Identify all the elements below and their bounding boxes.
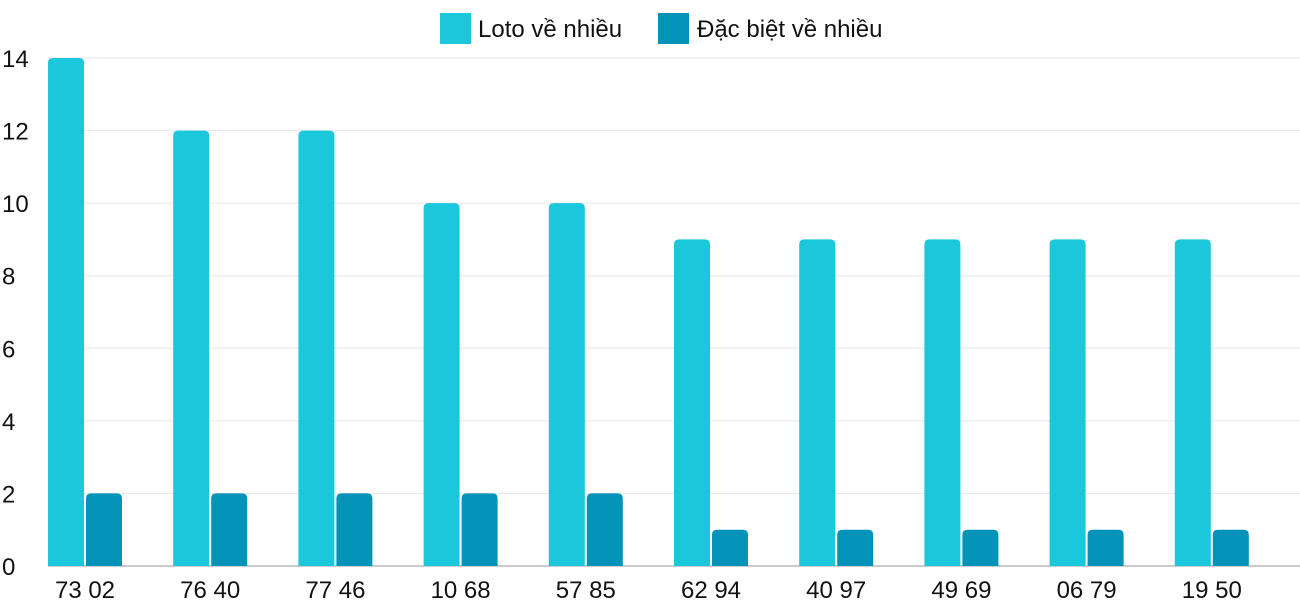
bars <box>48 58 1249 567</box>
y-tick-label: 0 <box>2 554 15 581</box>
bar-dac-biet <box>211 493 248 566</box>
bar-dac-biet <box>86 493 122 566</box>
y-tick-label: 8 <box>2 264 15 291</box>
bar-dac-biet <box>461 493 498 566</box>
legend-label: Loto về nhiều <box>478 16 622 43</box>
bar-dac-biet <box>336 493 373 566</box>
bar-dac-biet <box>1087 529 1124 566</box>
bar-dac-biet <box>837 529 874 566</box>
x-tick-label: 40 97 <box>806 577 866 600</box>
bar-loto <box>423 203 460 566</box>
y-axis-ticks: 0 2 4 6 8 10 12 14 <box>2 46 29 581</box>
bar-loto <box>1174 239 1211 566</box>
bar-dac-biet <box>962 529 999 566</box>
legend-swatch <box>658 13 689 44</box>
bar-loto <box>924 239 961 566</box>
legend-item-loto[interactable]: Loto về nhiều <box>440 13 622 44</box>
x-axis-ticks: 73 02 76 40 77 46 10 68 57 85 62 94 40 97 49 69… <box>55 577 1242 600</box>
legend-label: Đặc biệt về nhiều <box>697 16 882 43</box>
bar-loto <box>548 203 585 566</box>
x-tick-label: 49 69 <box>931 577 991 600</box>
legend-swatch <box>440 13 471 44</box>
legend: Loto về nhiều Đặc biệt về nhiều <box>440 13 882 44</box>
x-tick-label: 73 02 <box>55 577 115 600</box>
x-tick-label: 10 68 <box>431 577 491 600</box>
bar-dac-biet <box>712 529 748 566</box>
bar-loto <box>799 239 836 566</box>
y-tick-label: 2 <box>2 481 15 508</box>
x-tick-label: 62 94 <box>681 577 741 600</box>
x-tick-label: 19 50 <box>1182 577 1242 600</box>
bar-dac-biet <box>1212 529 1249 566</box>
y-tick-label: 10 <box>2 191 29 218</box>
y-tick-label: 12 <box>2 119 29 146</box>
y-tick-label: 14 <box>2 46 29 73</box>
bar-loto <box>173 130 210 567</box>
y-tick-label: 6 <box>2 336 15 363</box>
bar-dac-biet <box>586 493 623 566</box>
bar-loto <box>674 239 710 566</box>
bar-loto <box>1049 239 1086 566</box>
x-tick-label: 76 40 <box>180 577 240 600</box>
x-tick-label: 57 85 <box>556 577 616 600</box>
y-tick-label: 4 <box>2 409 15 436</box>
bar-loto <box>48 58 84 566</box>
legend-item-dac-biet[interactable]: Đặc biệt về nhiều <box>658 13 882 44</box>
x-tick-label: 77 46 <box>305 577 365 600</box>
x-tick-label: 06 79 <box>1057 577 1117 600</box>
bar-loto <box>298 130 335 567</box>
